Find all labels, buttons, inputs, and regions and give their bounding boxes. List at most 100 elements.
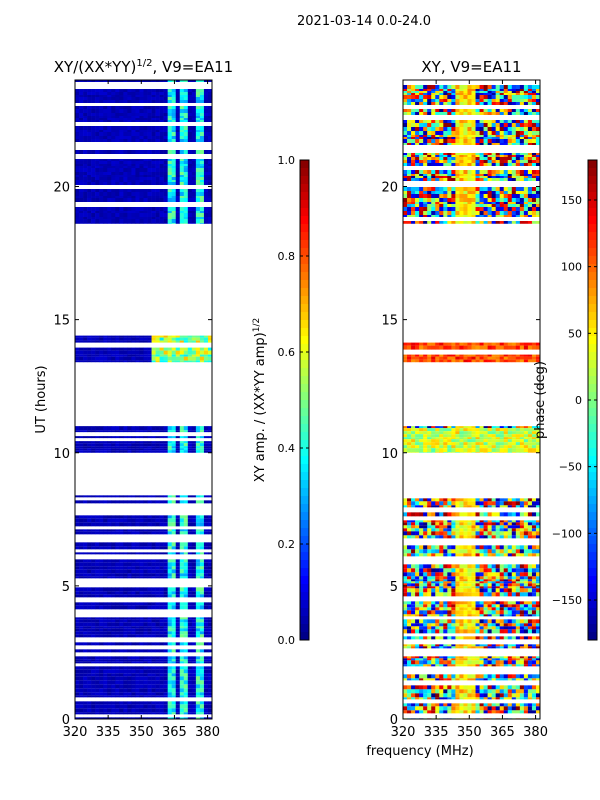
heatmap-cell xyxy=(463,501,468,506)
heatmap-cell xyxy=(451,568,456,573)
heatmap-cell xyxy=(523,604,529,608)
heatmap-cell xyxy=(147,656,152,660)
heatmap-cell xyxy=(411,656,416,659)
heatmap-cell xyxy=(147,446,152,449)
heatmap-cell xyxy=(207,661,212,664)
heatmap-cell xyxy=(195,701,201,705)
heatmap-cell xyxy=(531,656,537,659)
heatmap-cell xyxy=(171,666,177,670)
heatmap-cell xyxy=(107,360,112,363)
heatmap-cell xyxy=(91,335,96,338)
heatmap-cell xyxy=(155,130,160,132)
heatmap-cell xyxy=(123,164,128,166)
heatmap-cell xyxy=(187,569,193,574)
heatmap-cell xyxy=(455,629,460,634)
heatmap-cell xyxy=(471,626,476,630)
heatmap-cell xyxy=(191,350,197,355)
heatmap-cell xyxy=(203,522,209,527)
heatmap-cell xyxy=(191,562,197,567)
heatmap-cell xyxy=(487,535,492,539)
heatmap-cell xyxy=(127,177,132,180)
heatmap-cell xyxy=(75,631,80,635)
heatmap-cell xyxy=(95,198,100,202)
heatmap-cell xyxy=(403,498,408,502)
heatmap-cell xyxy=(519,583,525,587)
heatmap-cell xyxy=(427,674,432,679)
heatmap-cell xyxy=(471,607,476,611)
heatmap-cell xyxy=(115,126,120,130)
heatmap-cell xyxy=(443,588,448,593)
heatmap-cell xyxy=(107,118,112,120)
heatmap-cell xyxy=(131,213,136,217)
heatmap-cell xyxy=(159,529,164,532)
heatmap-cell xyxy=(75,634,80,638)
heatmap-cell xyxy=(467,581,472,584)
heatmap-cell xyxy=(143,132,148,136)
heatmap-cell xyxy=(463,660,468,665)
colorbar-segment xyxy=(300,464,309,473)
heatmap-cell xyxy=(99,542,104,547)
heatmap-cell xyxy=(199,196,205,198)
heatmap-cell xyxy=(427,581,432,584)
heatmap-cell xyxy=(195,182,201,185)
heatmap-cell xyxy=(75,692,80,696)
heatmap-cell xyxy=(143,666,148,670)
heatmap-cell xyxy=(131,120,136,122)
heatmap-cell xyxy=(519,525,525,529)
heatmap-cell xyxy=(135,441,140,444)
heatmap-cell xyxy=(147,172,152,175)
heatmap-cell xyxy=(187,360,193,363)
heatmap-cell xyxy=(443,610,448,615)
heatmap-cell xyxy=(495,644,501,647)
heatmap-cell xyxy=(179,669,185,674)
heatmap-cell xyxy=(143,569,148,574)
heatmap-cell xyxy=(419,581,424,584)
heatmap-cell xyxy=(163,207,168,211)
heatmap-cell xyxy=(191,132,197,136)
heatmap-cell xyxy=(147,546,152,550)
heatmap-cell xyxy=(479,610,484,615)
heatmap-cell xyxy=(487,626,492,630)
heatmap-cell xyxy=(519,626,525,630)
heatmap-cell xyxy=(115,196,120,198)
heatmap-cell xyxy=(431,601,436,605)
heatmap-cell xyxy=(483,531,488,536)
heatmap-cell xyxy=(191,139,197,142)
heatmap-cell xyxy=(87,130,92,132)
heatmap-cell xyxy=(143,546,148,550)
heatmap-cell xyxy=(155,136,160,139)
heatmap-cell xyxy=(175,159,181,161)
heatmap-cell xyxy=(163,95,168,97)
heatmap-cell xyxy=(423,564,428,569)
heatmap-cell xyxy=(187,559,193,563)
heatmap-cell xyxy=(171,198,177,202)
heatmap-cell xyxy=(127,166,132,168)
heatmap-cell xyxy=(139,450,144,453)
heatmap-cell xyxy=(139,559,144,563)
heatmap-cell xyxy=(91,695,96,698)
heatmap-cell xyxy=(463,636,468,640)
heatmap-cell xyxy=(423,522,428,526)
heatmap-cell xyxy=(207,695,212,698)
heatmap-cell xyxy=(143,106,148,109)
heatmap-cell xyxy=(99,684,104,689)
heatmap-cell xyxy=(159,622,164,627)
heatmap-cell xyxy=(175,446,181,449)
heatmap-cell xyxy=(519,520,525,523)
heatmap-cell xyxy=(79,566,84,570)
heatmap-cell xyxy=(75,704,80,709)
heatmap-cell xyxy=(119,649,124,653)
heatmap-cell xyxy=(103,113,108,116)
heatmap-cell xyxy=(127,712,132,715)
heatmap-cell xyxy=(435,626,440,630)
heatmap-cell xyxy=(203,684,209,689)
heatmap-cell xyxy=(163,531,168,535)
heatmap-cell xyxy=(79,446,84,449)
heatmap-cell xyxy=(171,100,177,103)
heatmap-cell xyxy=(79,673,84,677)
heatmap-cell xyxy=(499,576,505,580)
heatmap-cell xyxy=(127,666,132,670)
heatmap-cell xyxy=(403,505,408,508)
heatmap-cell xyxy=(91,602,96,606)
heatmap-cell xyxy=(91,704,96,709)
